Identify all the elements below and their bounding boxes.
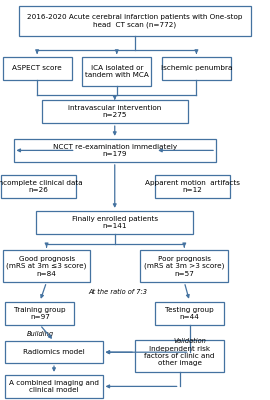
Text: Apparent motion  artifacts
n=12: Apparent motion artifacts n=12 [145, 180, 240, 193]
Text: Poor prognosis
(mRS at 3m >3 score)
n=57: Poor prognosis (mRS at 3m >3 score) n=57 [144, 256, 224, 276]
Text: Finally enrolled patients
n=141: Finally enrolled patients n=141 [72, 216, 158, 229]
FancyBboxPatch shape [135, 340, 224, 372]
Text: Independent risk
factors of clinic and
other image: Independent risk factors of clinic and o… [144, 346, 215, 366]
FancyBboxPatch shape [42, 100, 188, 123]
Text: 2016-2020 Acute cerebral infarction patients with One-stop
head  CT scan (n=772): 2016-2020 Acute cerebral infarction pati… [27, 14, 243, 28]
FancyBboxPatch shape [5, 341, 103, 363]
Text: ASPECT score: ASPECT score [12, 65, 62, 71]
Text: Building: Building [26, 331, 53, 337]
FancyBboxPatch shape [19, 6, 251, 36]
Text: Ischemic penumbra: Ischemic penumbra [161, 65, 232, 71]
Text: Testing group
n=44: Testing group n=44 [165, 306, 214, 320]
Text: Imcomplete clinical data
n=26: Imcomplete clinical data n=26 [0, 180, 83, 193]
FancyBboxPatch shape [155, 302, 224, 325]
FancyBboxPatch shape [155, 175, 230, 198]
Text: At the ratio of 7:3: At the ratio of 7:3 [88, 289, 147, 295]
FancyBboxPatch shape [3, 57, 72, 80]
FancyBboxPatch shape [36, 211, 193, 234]
Text: ICA isolated or
tandem with MCA: ICA isolated or tandem with MCA [85, 65, 149, 78]
FancyBboxPatch shape [162, 57, 231, 80]
FancyBboxPatch shape [5, 302, 74, 325]
FancyBboxPatch shape [5, 375, 103, 398]
Text: Radiomics model: Radiomics model [23, 349, 85, 355]
FancyBboxPatch shape [14, 139, 216, 162]
Text: Good prognosis
(mRS at 3m ≤3 score)
n=84: Good prognosis (mRS at 3m ≤3 score) n=84 [6, 256, 87, 276]
FancyBboxPatch shape [1, 175, 76, 198]
Text: Validation: Validation [173, 338, 206, 344]
FancyBboxPatch shape [3, 250, 90, 282]
Text: intravascular intervention
n=275: intravascular intervention n=275 [68, 105, 161, 118]
Text: A combined imaging and
clinical model: A combined imaging and clinical model [9, 380, 99, 393]
FancyBboxPatch shape [82, 57, 151, 86]
FancyBboxPatch shape [140, 250, 228, 282]
Text: NCCT re-examination immediately
n=179: NCCT re-examination immediately n=179 [53, 144, 177, 157]
Text: Training group
n=97: Training group n=97 [14, 306, 66, 320]
